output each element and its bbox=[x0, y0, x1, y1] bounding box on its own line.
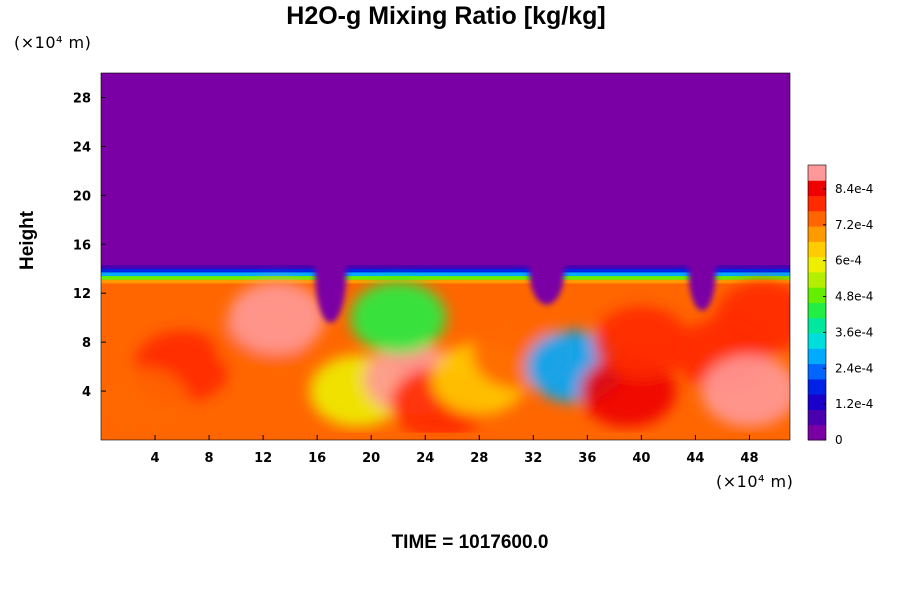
colorbar-swatch bbox=[808, 409, 826, 426]
colorbar-tick-label: 6e-4 bbox=[835, 254, 862, 268]
surface-layer bbox=[101, 432, 790, 440]
colorbar-swatch bbox=[808, 180, 826, 197]
x-axis: 4 8 12 16 20 24 28 32 36 40 44 48 bbox=[151, 435, 759, 466]
colorbar-swatch bbox=[808, 302, 826, 319]
y-tick-label: 12 bbox=[73, 287, 91, 302]
field-region bbox=[701, 355, 790, 428]
y-axis-unit: (×10⁴ m) bbox=[14, 33, 92, 52]
y-tick-label: 4 bbox=[82, 385, 91, 400]
field-region bbox=[714, 281, 790, 354]
y-tick-label: 16 bbox=[73, 238, 91, 253]
plot-frame bbox=[100, 72, 791, 441]
field-region bbox=[228, 281, 325, 354]
field-region bbox=[593, 306, 690, 379]
field-region bbox=[101, 367, 190, 440]
colorbar-swatch bbox=[808, 165, 826, 181]
x-tick-label: 12 bbox=[254, 451, 272, 466]
colorbar-swatch bbox=[808, 287, 826, 303]
colorbar-swatch bbox=[808, 256, 826, 273]
colorbar-swatch bbox=[808, 348, 826, 365]
colorbar-swatch bbox=[808, 394, 826, 410]
colorbar-tick-label: 7.2e-4 bbox=[835, 218, 873, 232]
x-tick-label: 40 bbox=[632, 451, 650, 466]
colorbar-swatch bbox=[808, 271, 826, 288]
colorbar-frame bbox=[807, 164, 827, 441]
x-tick-label: 36 bbox=[578, 451, 596, 466]
colorbar: 0 1.2e-4 2.4e-4 3.6e-4 4.8e-4 6e-4 7.2e-4 8.4e-… bbox=[807, 164, 873, 447]
colorbar-swatch bbox=[808, 424, 826, 441]
colorbar-swatch bbox=[808, 195, 826, 212]
colorbar-tick-label: 2.4e-4 bbox=[835, 361, 873, 375]
colorbar-tick-label: 3.6e-4 bbox=[835, 325, 873, 339]
x-tick-label: 16 bbox=[308, 451, 326, 466]
x-tick-label: 48 bbox=[740, 451, 758, 466]
colorbar-swatch bbox=[808, 333, 826, 349]
y-tick-label: 28 bbox=[73, 91, 91, 106]
x-tick-label: 28 bbox=[470, 451, 488, 466]
colorbar-swatch bbox=[808, 378, 826, 395]
colorbar-swatch bbox=[808, 363, 826, 380]
x-tick-label: 32 bbox=[524, 451, 542, 466]
x-axis-unit: (×10⁴ m) bbox=[716, 472, 794, 491]
x-tick-label: 4 bbox=[151, 451, 160, 466]
field-region bbox=[350, 281, 447, 354]
colorbar-tick-label: 1.2e-4 bbox=[835, 397, 873, 411]
dry-intrusion bbox=[314, 214, 347, 323]
dry-intrusion bbox=[528, 232, 565, 305]
time-readout: TIME = 1017600.0 bbox=[391, 532, 549, 553]
colorbar-tick-label: 0 bbox=[835, 433, 843, 447]
dry-intrusion bbox=[688, 226, 717, 311]
x-tick-label: 44 bbox=[686, 451, 704, 466]
colorbar-swatch bbox=[808, 317, 826, 334]
y-tick-label: 8 bbox=[82, 336, 91, 351]
colorbar-swatch bbox=[808, 210, 826, 227]
colorbar-tick-label: 4.8e-4 bbox=[835, 290, 873, 304]
x-tick-label: 8 bbox=[205, 451, 214, 466]
y-axis: 4 8 12 16 20 24 28 bbox=[73, 91, 106, 400]
chart-title: H2O-g Mixing Ratio [kg/kg] bbox=[286, 2, 606, 30]
y-tick-label: 20 bbox=[73, 189, 91, 204]
plot-area bbox=[101, 73, 790, 440]
colorbar-swatch bbox=[808, 241, 826, 258]
x-tick-label: 24 bbox=[416, 451, 434, 466]
y-tick-label: 24 bbox=[73, 140, 91, 155]
colorbar-swatch bbox=[808, 226, 826, 242]
colorbar-tick-label: 8.4e-4 bbox=[835, 182, 873, 196]
x-tick-label: 20 bbox=[362, 451, 380, 466]
